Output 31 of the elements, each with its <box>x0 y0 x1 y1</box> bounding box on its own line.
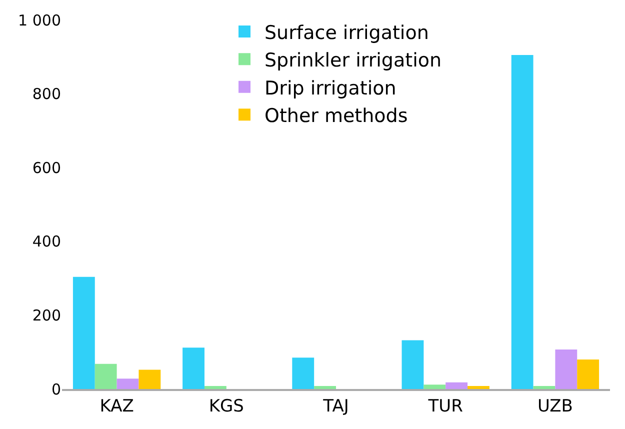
bar <box>446 382 468 389</box>
y-tick-label: 0 <box>51 380 61 398</box>
legend-label: Surface irrigation <box>264 22 429 44</box>
bar <box>577 359 600 389</box>
bar <box>314 386 336 389</box>
x-tick-label: TAJ <box>322 396 349 416</box>
legend-label: Drip irrigation <box>264 77 396 100</box>
bar <box>182 348 204 389</box>
y-tick-label: 800 <box>32 85 61 104</box>
y-tick-label: 200 <box>32 306 61 324</box>
y-tick-label: 400 <box>32 232 61 251</box>
bar <box>72 276 95 389</box>
x-tick-label: TUR <box>427 396 464 416</box>
bar <box>468 386 490 389</box>
y-tick-label: 600 <box>32 158 61 177</box>
legend-label: Other methods <box>264 104 408 127</box>
bar <box>533 386 556 389</box>
bar <box>511 55 534 389</box>
x-tick-label: UZB <box>537 396 573 416</box>
legend-label: Sprinkler irrigation <box>264 50 442 72</box>
bar <box>555 350 578 389</box>
bar <box>94 364 117 389</box>
bar <box>116 378 139 389</box>
bar <box>292 358 314 389</box>
y-tick-label: 1 000 <box>18 11 61 30</box>
x-tick-label: KAZ <box>100 396 134 416</box>
bar <box>402 340 424 389</box>
bar <box>424 384 446 389</box>
x-tick-label: KGS <box>208 396 244 416</box>
bar <box>204 386 226 389</box>
bar <box>138 370 161 389</box>
